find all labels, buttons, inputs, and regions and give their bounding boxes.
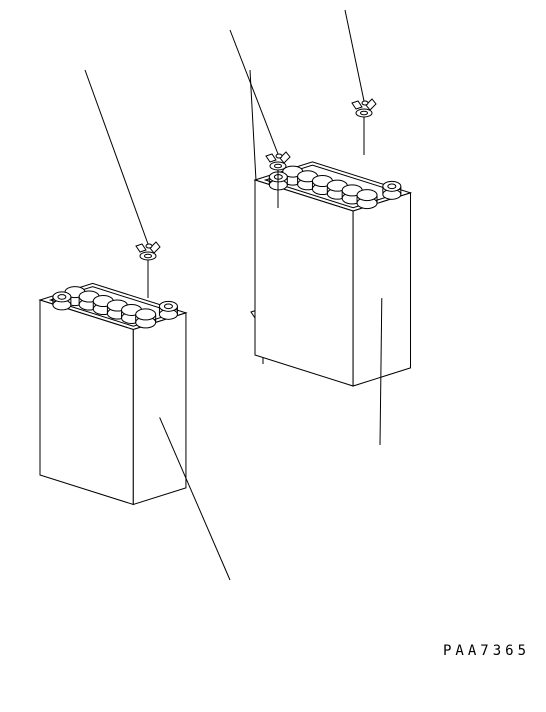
battery-diagram: PAA7365	[0, 0, 546, 712]
terminal-clamp-icon	[352, 99, 376, 117]
battery-left	[40, 283, 230, 580]
part-number-label: PAA7365	[443, 643, 530, 659]
terminal-clamp-icon	[136, 242, 160, 260]
